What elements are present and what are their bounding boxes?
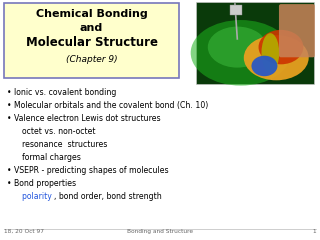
Text: (Chapter 9): (Chapter 9) <box>66 55 117 64</box>
Ellipse shape <box>208 27 267 68</box>
Bar <box>230 5 242 15</box>
Ellipse shape <box>259 30 303 64</box>
Ellipse shape <box>191 20 291 86</box>
Ellipse shape <box>261 33 279 72</box>
Text: • Bond properties: • Bond properties <box>7 179 76 188</box>
Text: • Ionic vs. covalent bonding: • Ionic vs. covalent bonding <box>7 88 116 97</box>
Text: , bond order, bond strength: , bond order, bond strength <box>54 192 162 201</box>
FancyBboxPatch shape <box>279 4 315 57</box>
Text: Chemical Bonding: Chemical Bonding <box>36 9 148 19</box>
Text: • VSEPR - predicting shapes of molecules: • VSEPR - predicting shapes of molecules <box>7 166 169 175</box>
Text: • Valence electron Lewis dot structures: • Valence electron Lewis dot structures <box>7 114 161 123</box>
Text: and: and <box>80 23 103 33</box>
Ellipse shape <box>244 35 309 80</box>
Text: octet vs. non-octet: octet vs. non-octet <box>7 127 95 136</box>
Text: resonance  structures: resonance structures <box>7 140 108 149</box>
Text: Molecular Structure: Molecular Structure <box>26 36 157 49</box>
Text: Bonding and Structure: Bonding and Structure <box>127 229 193 234</box>
Text: 18, 20 Oct 97: 18, 20 Oct 97 <box>4 229 44 234</box>
Text: 1: 1 <box>312 229 316 234</box>
Bar <box>196 2 314 84</box>
Text: polarity: polarity <box>7 192 52 201</box>
Text: formal charges: formal charges <box>7 153 81 162</box>
Ellipse shape <box>252 56 277 76</box>
FancyBboxPatch shape <box>4 3 179 78</box>
Text: • Molecular orbitals and the covalent bond (Ch. 10): • Molecular orbitals and the covalent bo… <box>7 101 208 110</box>
